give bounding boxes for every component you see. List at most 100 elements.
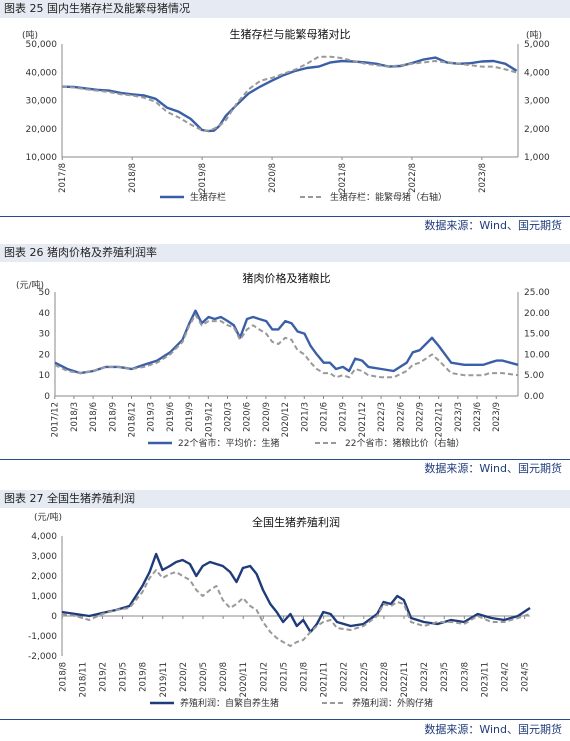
left-tick-label: 20,000 [26, 125, 58, 135]
right-tick-label: 2,000 [524, 125, 550, 135]
x-tick-label: 2019/8 [139, 662, 149, 692]
x-tick-label: 2022/3 [377, 402, 387, 432]
right-tick-label: 4,000 [524, 68, 550, 78]
x-tick-label: 2024/2 [501, 662, 511, 692]
x-tick-label: 2023/5 [440, 662, 450, 692]
x-tick-label: 2018/8 [58, 662, 68, 692]
x-tick-label: 2024/5 [521, 662, 531, 692]
series-line-1 [54, 313, 519, 379]
figure-26-rule [0, 459, 570, 460]
left-tick-label: 1,000 [31, 592, 57, 602]
left-tick-label: 50 [39, 288, 51, 298]
legend-label-1: 22个省市：猪粮比价（右轴） [345, 437, 464, 449]
series-line-0 [61, 552, 531, 634]
right-tick-label: 20.00 [524, 309, 550, 319]
left-tick-label: -1,000 [28, 632, 57, 642]
x-tick-label: 2021/8 [300, 662, 310, 692]
x-tick-label: 2019/12 [204, 402, 214, 437]
figure-25-source: 数据来源：Wind、国元期货 [424, 219, 562, 232]
x-tick-label: 2021/12 [358, 402, 368, 437]
x-tick-label: 2023/9 [492, 402, 502, 432]
x-tick-label: 2021/6 [319, 402, 329, 432]
chart-title: 全国生猪养殖利润 [252, 515, 340, 529]
figure-26-header: 图表 26 猪肉价格及养殖利润率 [0, 244, 570, 262]
x-tick-label: 2020/6 [243, 402, 253, 432]
left-tick-label: 4,000 [31, 532, 57, 542]
x-tick-label: 2017/8 [58, 163, 68, 193]
chart-title: 猪肉价格及猪粮比 [243, 271, 331, 285]
left-tick-label: 10 [39, 371, 51, 381]
x-tick-label: 2017/12 [51, 402, 61, 437]
x-tick-label: 2021/5 [279, 662, 289, 692]
x-tick-label: 2019/8 [198, 163, 208, 193]
x-tick-label: 2019/3 [147, 402, 157, 432]
right-tick-label: 5,000 [524, 40, 550, 50]
x-tick-label: 2018/6 [89, 402, 99, 432]
chart-title: 生猪存栏与能繁母猪对比 [230, 27, 351, 41]
left-axis-unit: (元/吨) [34, 511, 62, 523]
left-tick-label: 2,000 [31, 572, 57, 582]
right-tick-label: 0.00 [524, 392, 544, 402]
left-tick-label: 40 [39, 309, 51, 319]
right-tick-label: 3,000 [524, 97, 550, 107]
x-tick-label: 2020/3 [224, 402, 234, 432]
left-tick-label: 3,000 [31, 552, 57, 562]
x-tick-label: 2018/8 [128, 163, 138, 193]
series-line-0 [61, 56, 518, 133]
series-line-0 [54, 309, 519, 375]
x-tick-label: 2022/11 [400, 662, 410, 697]
x-tick-label: 2021/2 [259, 662, 269, 692]
figure-27-rule [0, 719, 570, 720]
left-tick-label: 30 [39, 330, 51, 340]
x-tick-label: 2019/11 [159, 662, 169, 697]
right-tick-label: 5.00 [524, 371, 544, 381]
x-tick-label: 2022/8 [380, 662, 390, 692]
right-tick-label: 10.00 [524, 350, 550, 360]
x-tick-label: 2018/12 [128, 402, 138, 437]
chart-pork-price: 猪肉价格及猪粮比 (元/吨) 0 10 20 30 40 50 0.00 5.00 10.00 15.… [16, 271, 550, 449]
left-tick-label: 40,000 [26, 68, 58, 78]
chart-pig-inventory: 生猪存栏与能繁母猪对比 (吨) (吨) 10,000 20,000 30,000 40,00… [22, 27, 550, 203]
x-tick-label: 2020/11 [239, 662, 249, 697]
figure-27-header: 图表 27 全国生猪养殖利润 [0, 490, 570, 508]
x-tick-label: 2023/3 [454, 402, 464, 432]
x-tick-label: 2022/9 [415, 402, 425, 432]
figure-27-source: 数据来源：Wind、国元期货 [424, 723, 562, 736]
x-tick-label: 2021/11 [320, 662, 330, 697]
chart-breeding-profit: 全国生猪养殖利润 (元/吨) -2,000 -1,000 0 1,000 2,000 3,00… [28, 511, 531, 709]
legend-label-0: 养殖利润：自繁自养生猪 [180, 697, 279, 709]
left-tick-label: 0 [44, 392, 50, 402]
x-tick-label: 2023/8 [478, 163, 488, 193]
x-tick-label: 2022/6 [396, 402, 406, 432]
left-tick-label: 0 [51, 612, 57, 622]
x-tick-label: 2021/3 [300, 402, 310, 432]
x-tick-label: 2023/8 [460, 662, 470, 692]
x-tick-label: 2020/8 [219, 662, 229, 692]
x-tick-label: 2020/2 [179, 662, 189, 692]
x-tick-label: 2018/9 [108, 402, 118, 432]
x-tick-label: 2021/8 [338, 163, 348, 193]
x-tick-label: 2023/11 [480, 662, 490, 697]
x-tick-label: 2020/5 [199, 662, 209, 692]
left-axis-unit: (吨) [22, 29, 38, 41]
x-tick-label: 2019/6 [166, 402, 176, 432]
series-line-1 [61, 55, 517, 132]
x-tick-label: 2020/9 [262, 402, 272, 432]
right-tick-label: 1,000 [524, 153, 550, 163]
legend-label-1: 养殖利润：外购仔猪 [352, 697, 433, 709]
x-tick-label: 2022/12 [435, 402, 445, 437]
x-tick-label: 2019/5 [119, 662, 129, 692]
x-tick-label: 2022/8 [408, 163, 418, 193]
left-axis-unit: (元/吨) [16, 279, 44, 291]
x-tick-label: 2018/3 [70, 402, 80, 432]
x-tick-label: 2023/6 [473, 402, 483, 432]
legend-label-0: 生猪存栏 [190, 191, 226, 203]
left-tick-label: 30,000 [26, 97, 58, 107]
legend-label-1: 生猪存栏：能繁母猪（右轴） [330, 191, 447, 203]
x-tick-label: 2022/5 [360, 662, 370, 692]
x-tick-label: 2020/8 [268, 163, 278, 193]
left-tick-label: 10,000 [26, 153, 58, 163]
figure-26-source: 数据来源：Wind、国元期货 [424, 462, 562, 475]
right-tick-label: 15.00 [524, 330, 550, 340]
figure-25-rule [0, 216, 570, 217]
